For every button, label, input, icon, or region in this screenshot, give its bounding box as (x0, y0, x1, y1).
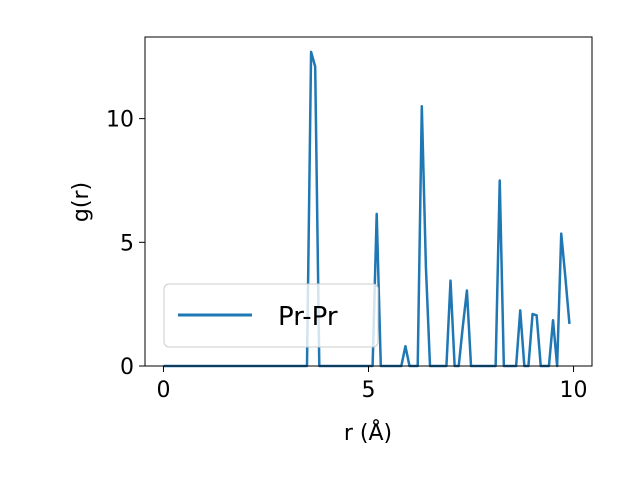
x-tick-label: 10 (560, 378, 588, 403)
y-tick-label: 5 (120, 231, 134, 256)
legend: Pr-Pr (163, 283, 379, 348)
y-axis-label: g(r) (69, 182, 94, 222)
x-tick-label: 0 (156, 378, 170, 403)
axes: 0 5 10 0 5 10 (106, 36, 593, 403)
x-tick-label: 5 (362, 378, 376, 403)
series-line-0 (163, 50, 571, 368)
x-axis-label: r (Å) (344, 419, 392, 446)
y-tick-label: 0 (120, 355, 134, 380)
plot-area (163, 50, 571, 368)
legend-frame (163, 283, 379, 348)
y-tick-label: 10 (106, 108, 134, 133)
legend-label: Pr-Pr (278, 302, 338, 332)
